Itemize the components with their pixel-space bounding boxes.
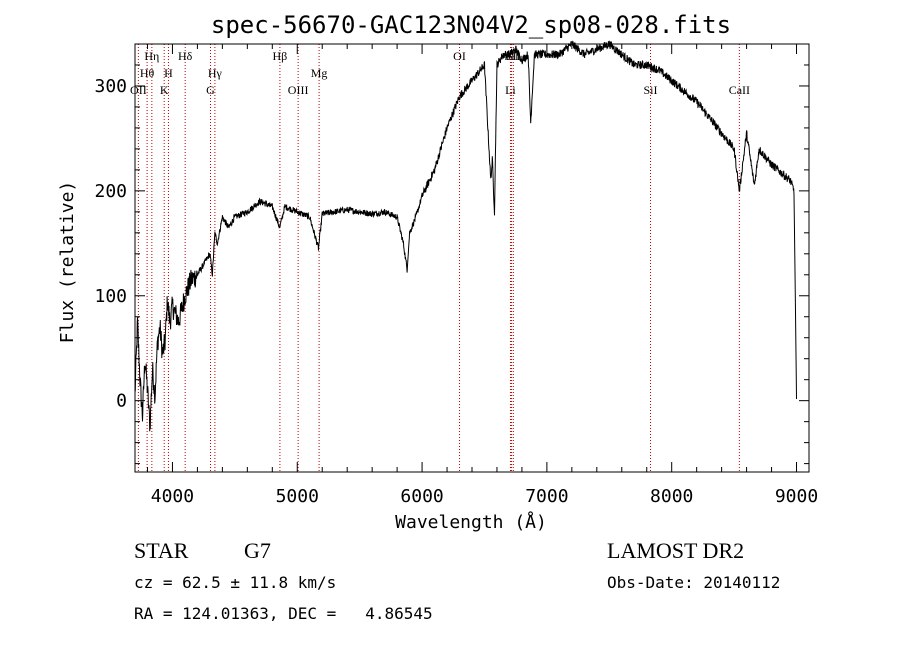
line-marker-label: CaII: [729, 83, 750, 97]
line-marker-label: H: [164, 66, 173, 80]
line-marker-label: Hδ: [178, 49, 193, 63]
line-marker-label: Hγ: [208, 66, 223, 80]
x-tick-label: 7000: [525, 486, 568, 507]
survey-name: LAMOST DR2: [607, 538, 745, 563]
x-axis-ticks: 4000 5000 6000 7000 8000 9000: [146, 44, 818, 507]
x-tick-label: 5000: [276, 486, 319, 507]
x-tick-label: 4000: [151, 486, 194, 507]
x-tick-label: 8000: [650, 486, 693, 507]
chart-title: spec-56670-GAC123N04V2_sp08-028.fits: [211, 11, 731, 39]
observation-date: Obs-Date: 20140112: [607, 573, 781, 592]
line-marker-label: Hη: [144, 49, 159, 63]
line-marker-label: SiI: [643, 83, 657, 97]
x-axis-label: Wavelength (Å): [395, 511, 547, 533]
line-marker-label: Hβ: [273, 49, 288, 63]
y-tick-label: 300: [94, 76, 127, 97]
line-marker-label: Hθ: [140, 66, 155, 80]
y-tick-label: 0: [116, 391, 127, 412]
y-tick-label: 200: [94, 181, 127, 202]
coordinates: RA = 124.01363, DEC = 4.86545: [134, 604, 433, 623]
line-marker-label: Li: [505, 83, 516, 97]
line-marker-label: Mg: [311, 66, 328, 80]
line-marker-label: OIII: [288, 83, 309, 97]
line-markers: [137, 44, 740, 472]
plot-frame: [134, 43, 810, 473]
x-tick-label: 9000: [775, 486, 818, 507]
x-tick-label: 6000: [400, 486, 443, 507]
redshift-velocity: cz = 62.5 ± 11.8 km/s: [134, 573, 337, 592]
spectrum-series-line: [134, 40, 797, 432]
line-marker-label: K: [160, 83, 169, 97]
y-tick-label: 100: [94, 286, 127, 307]
line-marker-label: G: [206, 83, 215, 97]
y-axis-ticks: 0 100 200 300: [94, 64, 809, 465]
object-class: STAR: [134, 538, 189, 563]
y-axis-label: Flux (relative): [57, 181, 78, 344]
line-marker-label: OI: [453, 49, 466, 63]
object-subclass: G7: [244, 538, 271, 563]
line-marker-label: OII: [130, 83, 147, 97]
